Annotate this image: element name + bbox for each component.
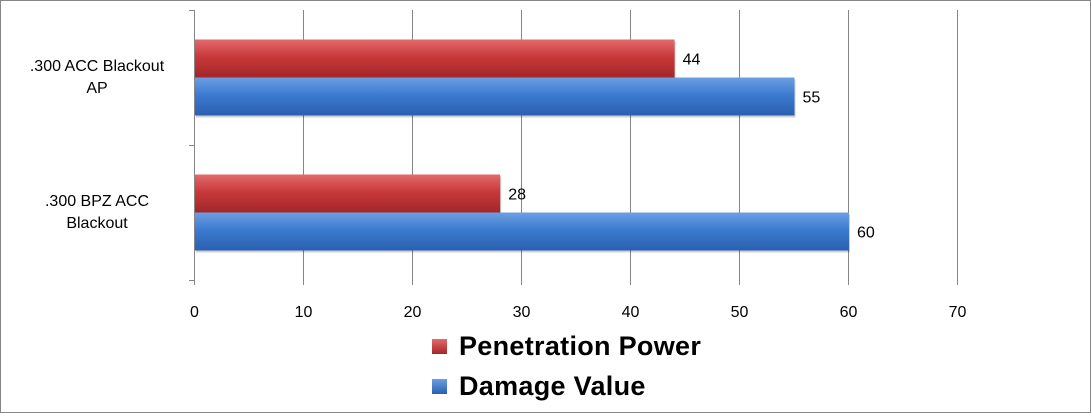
x-tick-label: 60 bbox=[840, 304, 858, 321]
bar bbox=[195, 39, 675, 78]
category-label: .300 ACC Blackout AP bbox=[12, 56, 182, 100]
category-label-line: AP bbox=[86, 79, 108, 97]
category-label-line: .300 BPZ ACC bbox=[44, 192, 150, 210]
data-label: 55 bbox=[803, 90, 821, 107]
data-label: 44 bbox=[683, 52, 701, 69]
legend-item-damage: Damage Value bbox=[432, 366, 701, 406]
bars bbox=[195, 39, 850, 253]
x-tick-label: 70 bbox=[949, 304, 967, 321]
bar bbox=[195, 212, 849, 251]
legend-swatch-damage bbox=[432, 378, 447, 394]
category-label-line: Blackout bbox=[66, 214, 128, 232]
data-label: 28 bbox=[508, 187, 526, 204]
legend-label-damage: Damage Value bbox=[459, 370, 646, 401]
data-labels: 44 55 28 60 bbox=[508, 52, 875, 242]
legend-swatch-penetration bbox=[432, 338, 447, 354]
legend: Penetration Power Damage Value bbox=[432, 326, 701, 406]
bar bbox=[195, 77, 795, 116]
x-tick-label: 50 bbox=[731, 304, 749, 321]
x-tick-label: 20 bbox=[404, 304, 422, 321]
x-tick-label: 30 bbox=[513, 304, 531, 321]
axes: 0 10 20 30 40 50 60 70 bbox=[189, 10, 967, 321]
category-label: .300 BPZ ACC Blackout bbox=[12, 191, 182, 235]
x-tick-label: 0 bbox=[190, 304, 199, 321]
bar bbox=[195, 174, 501, 213]
data-label: 60 bbox=[857, 225, 875, 242]
x-tick-label: 10 bbox=[295, 304, 313, 321]
category-label-line: .300 ACC Blackout bbox=[29, 57, 165, 75]
x-tick-label: 40 bbox=[622, 304, 640, 321]
legend-item-penetration: Penetration Power bbox=[432, 326, 701, 366]
legend-label-penetration: Penetration Power bbox=[459, 330, 702, 361]
